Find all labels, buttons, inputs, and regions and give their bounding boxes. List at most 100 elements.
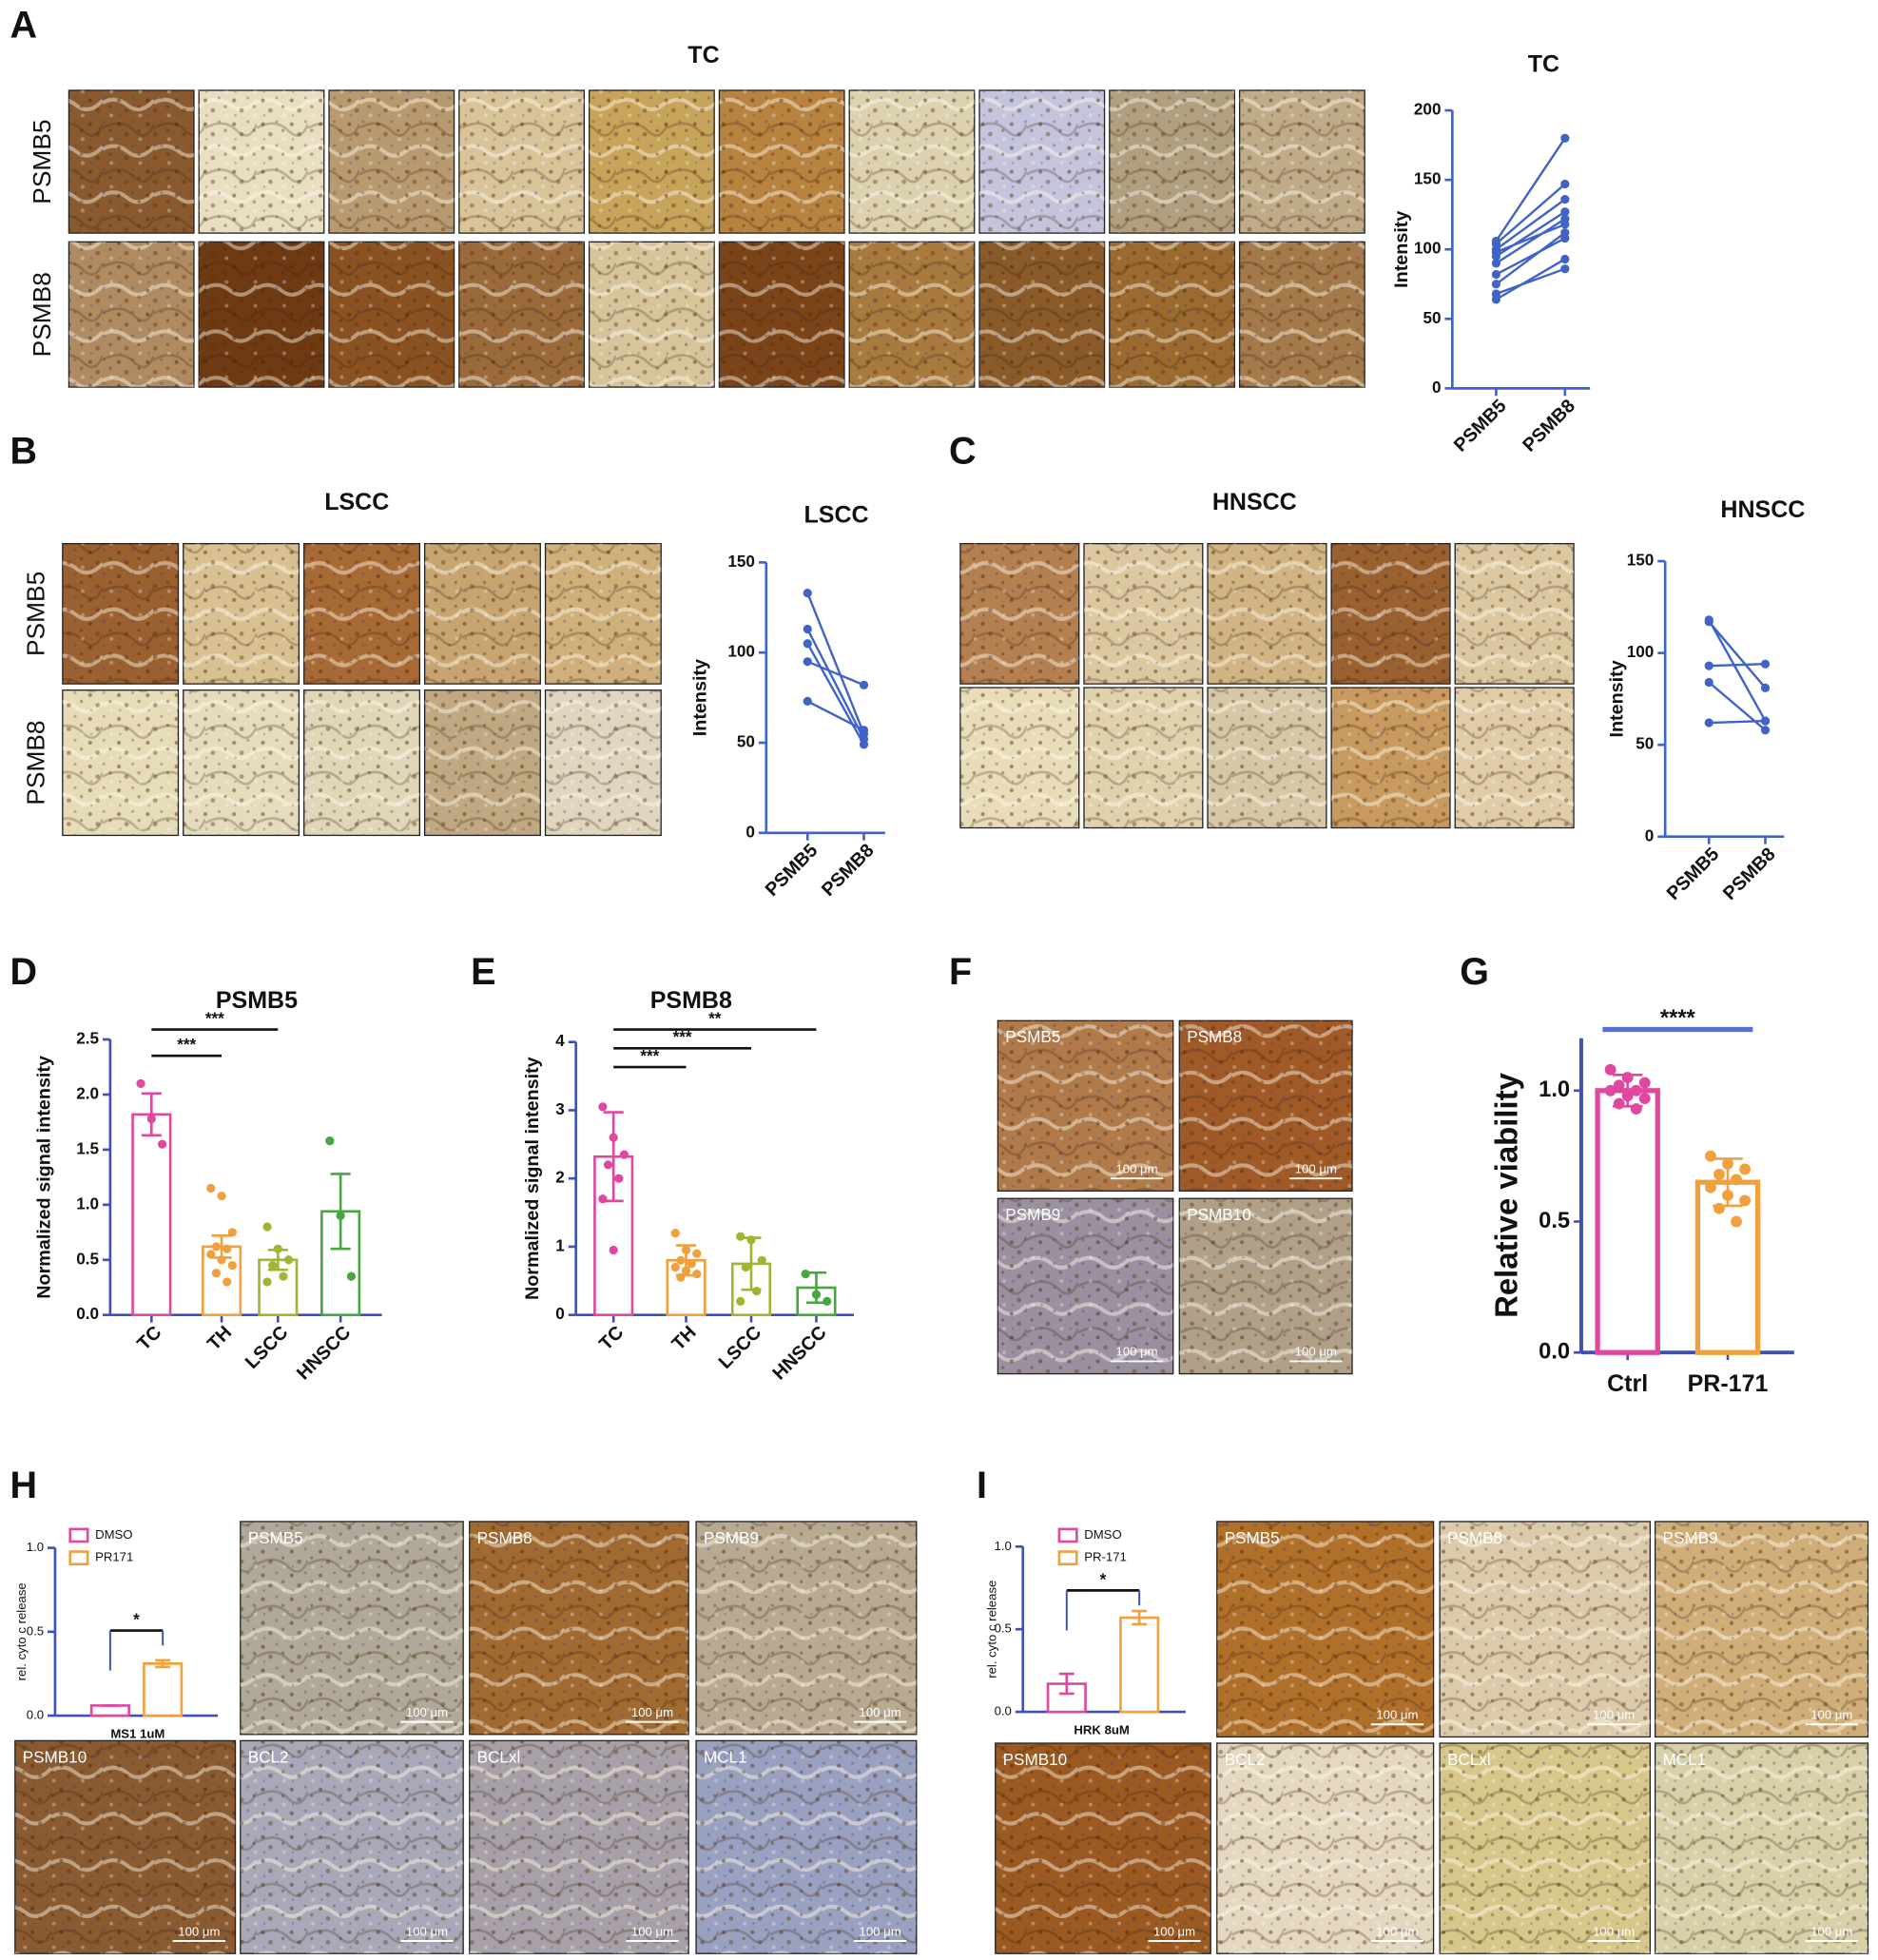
micrograph-texture	[1455, 688, 1575, 828]
x-tick-label: LSCC	[242, 1322, 293, 1373]
x-tick-label: TC	[595, 1322, 628, 1354]
data-point	[676, 1255, 686, 1265]
y-tick-label: 200	[1414, 101, 1442, 119]
row-label: PSMB8	[21, 720, 49, 805]
data-point	[1731, 1215, 1742, 1228]
pair-line	[1708, 621, 1767, 689]
point	[803, 589, 812, 598]
data-point	[262, 1277, 272, 1287]
micrograph-texture	[979, 90, 1105, 234]
micrograph-texture	[1655, 1743, 1868, 1954]
scale-bar-label: 100 μm	[860, 1924, 901, 1938]
legend-label: PR-171	[1084, 1550, 1127, 1564]
significance-label: **	[708, 1009, 722, 1027]
micrograph-texture	[1455, 543, 1575, 685]
data-point	[262, 1222, 272, 1232]
data-point	[823, 1296, 832, 1306]
point	[1704, 617, 1713, 627]
y-tick-label: 150	[1414, 170, 1442, 188]
data-point	[736, 1232, 745, 1241]
y-tick-label: 0.5	[1539, 1209, 1570, 1233]
scale-bar-label: 100 μm	[1376, 1924, 1418, 1938]
x-tick-label: LSCC	[715, 1322, 766, 1373]
scale-bar-label: 100 μm	[178, 1924, 220, 1938]
micrograph-texture	[1239, 242, 1365, 388]
image-label: PSMB9	[1005, 1206, 1060, 1224]
x-tick-label: TH	[203, 1322, 236, 1354]
micrograph-texture	[1109, 242, 1235, 388]
point	[1491, 289, 1501, 299]
data-point	[1713, 1202, 1725, 1214]
micrograph-texture	[68, 242, 194, 388]
point	[1491, 269, 1501, 280]
data-point	[1604, 1063, 1617, 1076]
legend-swatch	[68, 1527, 89, 1543]
data-point	[1630, 1084, 1642, 1096]
data-point	[157, 1139, 167, 1149]
pair-line	[1495, 231, 1566, 285]
scale-bar-label: 100 μm	[631, 1705, 673, 1719]
data-point	[1630, 1103, 1642, 1116]
data-point	[619, 1150, 629, 1159]
pair-line	[1495, 183, 1566, 245]
scale-bar-label: 100 μm	[406, 1924, 448, 1938]
panel-letter: H	[10, 1465, 38, 1506]
significance-label: ****	[1660, 1006, 1696, 1031]
micrograph-texture	[424, 543, 541, 685]
y-tick-label: 1.0	[1539, 1077, 1570, 1102]
micrograph-texture	[959, 543, 1079, 685]
image-title: HNSCC	[1212, 489, 1297, 515]
point	[1491, 280, 1501, 289]
micrograph-texture	[469, 1740, 689, 1954]
data-point	[1638, 1077, 1651, 1089]
y-tick-label: 0	[555, 1305, 565, 1323]
scale-bar-label: 100 μm	[1115, 1161, 1157, 1175]
image-label: MCL1	[1663, 1751, 1707, 1769]
image-label: PSMB8	[477, 1529, 532, 1547]
panel-letter: F	[949, 951, 972, 993]
data-point	[741, 1262, 750, 1272]
micrograph-texture	[240, 1740, 464, 1954]
point	[859, 740, 869, 749]
y-axis-label: Intensity	[690, 659, 711, 736]
y-tick-label: 0.0	[1539, 1339, 1570, 1364]
micrograph-texture	[1083, 688, 1203, 828]
chart-title: LSCC	[804, 501, 869, 528]
bar	[1119, 1616, 1160, 1714]
y-axis-label: Intensity	[1391, 211, 1412, 288]
y-axis-label: Relative viability	[1488, 1072, 1523, 1318]
micrograph-texture	[1208, 688, 1326, 828]
micrograph-texture	[997, 1198, 1173, 1374]
y-tick-label: 50	[737, 733, 755, 751]
scale-bar-label: 100 μm	[1810, 1708, 1852, 1722]
image-label: PSMB8	[1187, 1028, 1242, 1046]
legend-swatch	[1057, 1550, 1078, 1566]
scale-bar-label: 100 μm	[860, 1705, 901, 1719]
point	[803, 639, 812, 649]
data-point	[1731, 1174, 1742, 1186]
y-axis-label: rel. cyto c release	[14, 1582, 29, 1680]
data-point	[223, 1277, 232, 1287]
micrograph-texture	[303, 689, 420, 836]
micrograph-texture	[979, 242, 1105, 388]
micrograph-texture	[849, 90, 975, 234]
data-point	[325, 1136, 335, 1146]
data-point	[268, 1260, 278, 1271]
scale-bar-label: 100 μm	[1153, 1924, 1195, 1938]
image-label: PSMB8	[1447, 1529, 1502, 1547]
bar	[143, 1662, 184, 1717]
y-tick-label: 0	[1432, 378, 1442, 397]
significance-label: ***	[673, 1028, 692, 1046]
micrograph-texture	[199, 242, 324, 388]
point	[1704, 677, 1713, 688]
point	[1560, 254, 1570, 264]
scale-bar-label: 100 μm	[1376, 1708, 1418, 1722]
significance-label: ***	[177, 1036, 196, 1054]
data-point	[801, 1270, 810, 1279]
micrograph-texture	[1440, 1743, 1651, 1954]
micrograph-texture	[183, 543, 300, 685]
micrograph-texture	[696, 1740, 917, 1954]
y-tick-label: 2.0	[76, 1084, 99, 1102]
legend-label: DMSO	[95, 1527, 132, 1542]
data-point	[1739, 1163, 1751, 1175]
